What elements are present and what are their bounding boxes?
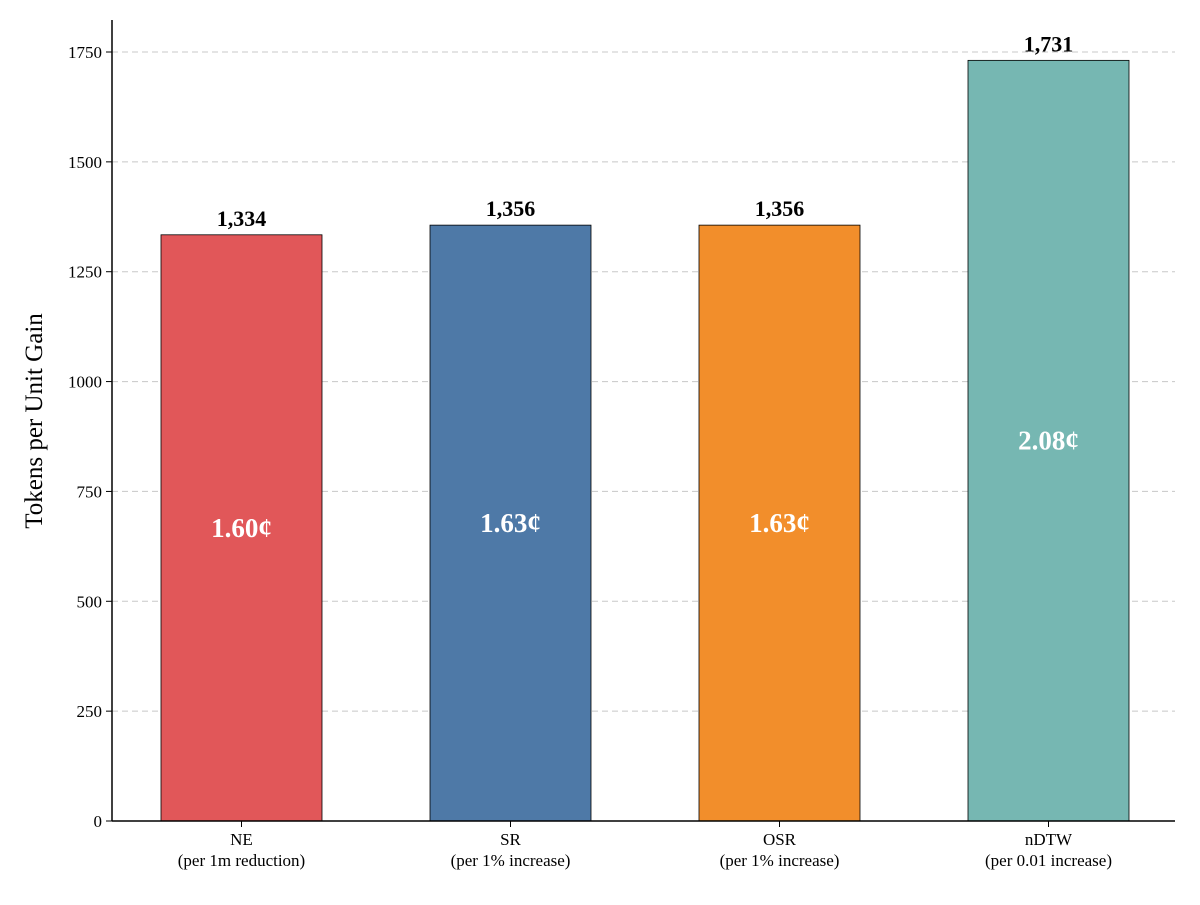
y-axis-label: Tokens per Unit Gain bbox=[21, 313, 48, 529]
x-tick-label: OSR bbox=[763, 830, 797, 849]
y-tick-label: 1250 bbox=[68, 263, 102, 282]
bar-ne bbox=[160, 234, 323, 822]
x-tick-sublabel: (per 1% increase) bbox=[720, 851, 840, 870]
value-label: 1,731 bbox=[1024, 31, 1074, 56]
value-label: 1,356 bbox=[486, 196, 536, 221]
cost-label: 1.63¢ bbox=[749, 508, 810, 538]
y-tick-label: 0 bbox=[94, 812, 103, 831]
value-label: 1,356 bbox=[755, 196, 805, 221]
axes: 0 250 500 750 1000 1250 1500 1750 NE (per 1m redu… bbox=[68, 20, 1175, 870]
y-tick-label: 1000 bbox=[68, 373, 102, 392]
y-tick-label: 750 bbox=[77, 482, 103, 501]
bar-ndtw bbox=[967, 59, 1130, 822]
x-tick-label: nDTW bbox=[1025, 830, 1073, 849]
x-tick-sublabel: (per 1% increase) bbox=[451, 851, 571, 870]
x-tick-sublabel: (per 0.01 increase) bbox=[985, 851, 1112, 870]
bars: 1,334 1.60¢ 1,356 1.63¢ 1,356 1.63¢ 1,731 2.08¢ bbox=[160, 31, 1130, 822]
value-label: 1,334 bbox=[217, 206, 267, 231]
cost-label: 1.60¢ bbox=[211, 513, 272, 543]
x-tick-label: SR bbox=[500, 830, 521, 849]
cost-label: 1.63¢ bbox=[480, 508, 541, 538]
y-tick-label: 1500 bbox=[68, 153, 102, 172]
x-tick-sublabel: (per 1m reduction) bbox=[178, 851, 305, 870]
cost-label: 2.08¢ bbox=[1018, 426, 1079, 456]
x-tick-label: NE bbox=[230, 830, 253, 849]
y-tick-label: 500 bbox=[77, 592, 103, 611]
bar-sr bbox=[429, 224, 592, 822]
bar-osr bbox=[698, 224, 861, 822]
y-tick-label: 250 bbox=[77, 702, 103, 721]
y-tick-label: 1750 bbox=[68, 43, 102, 62]
